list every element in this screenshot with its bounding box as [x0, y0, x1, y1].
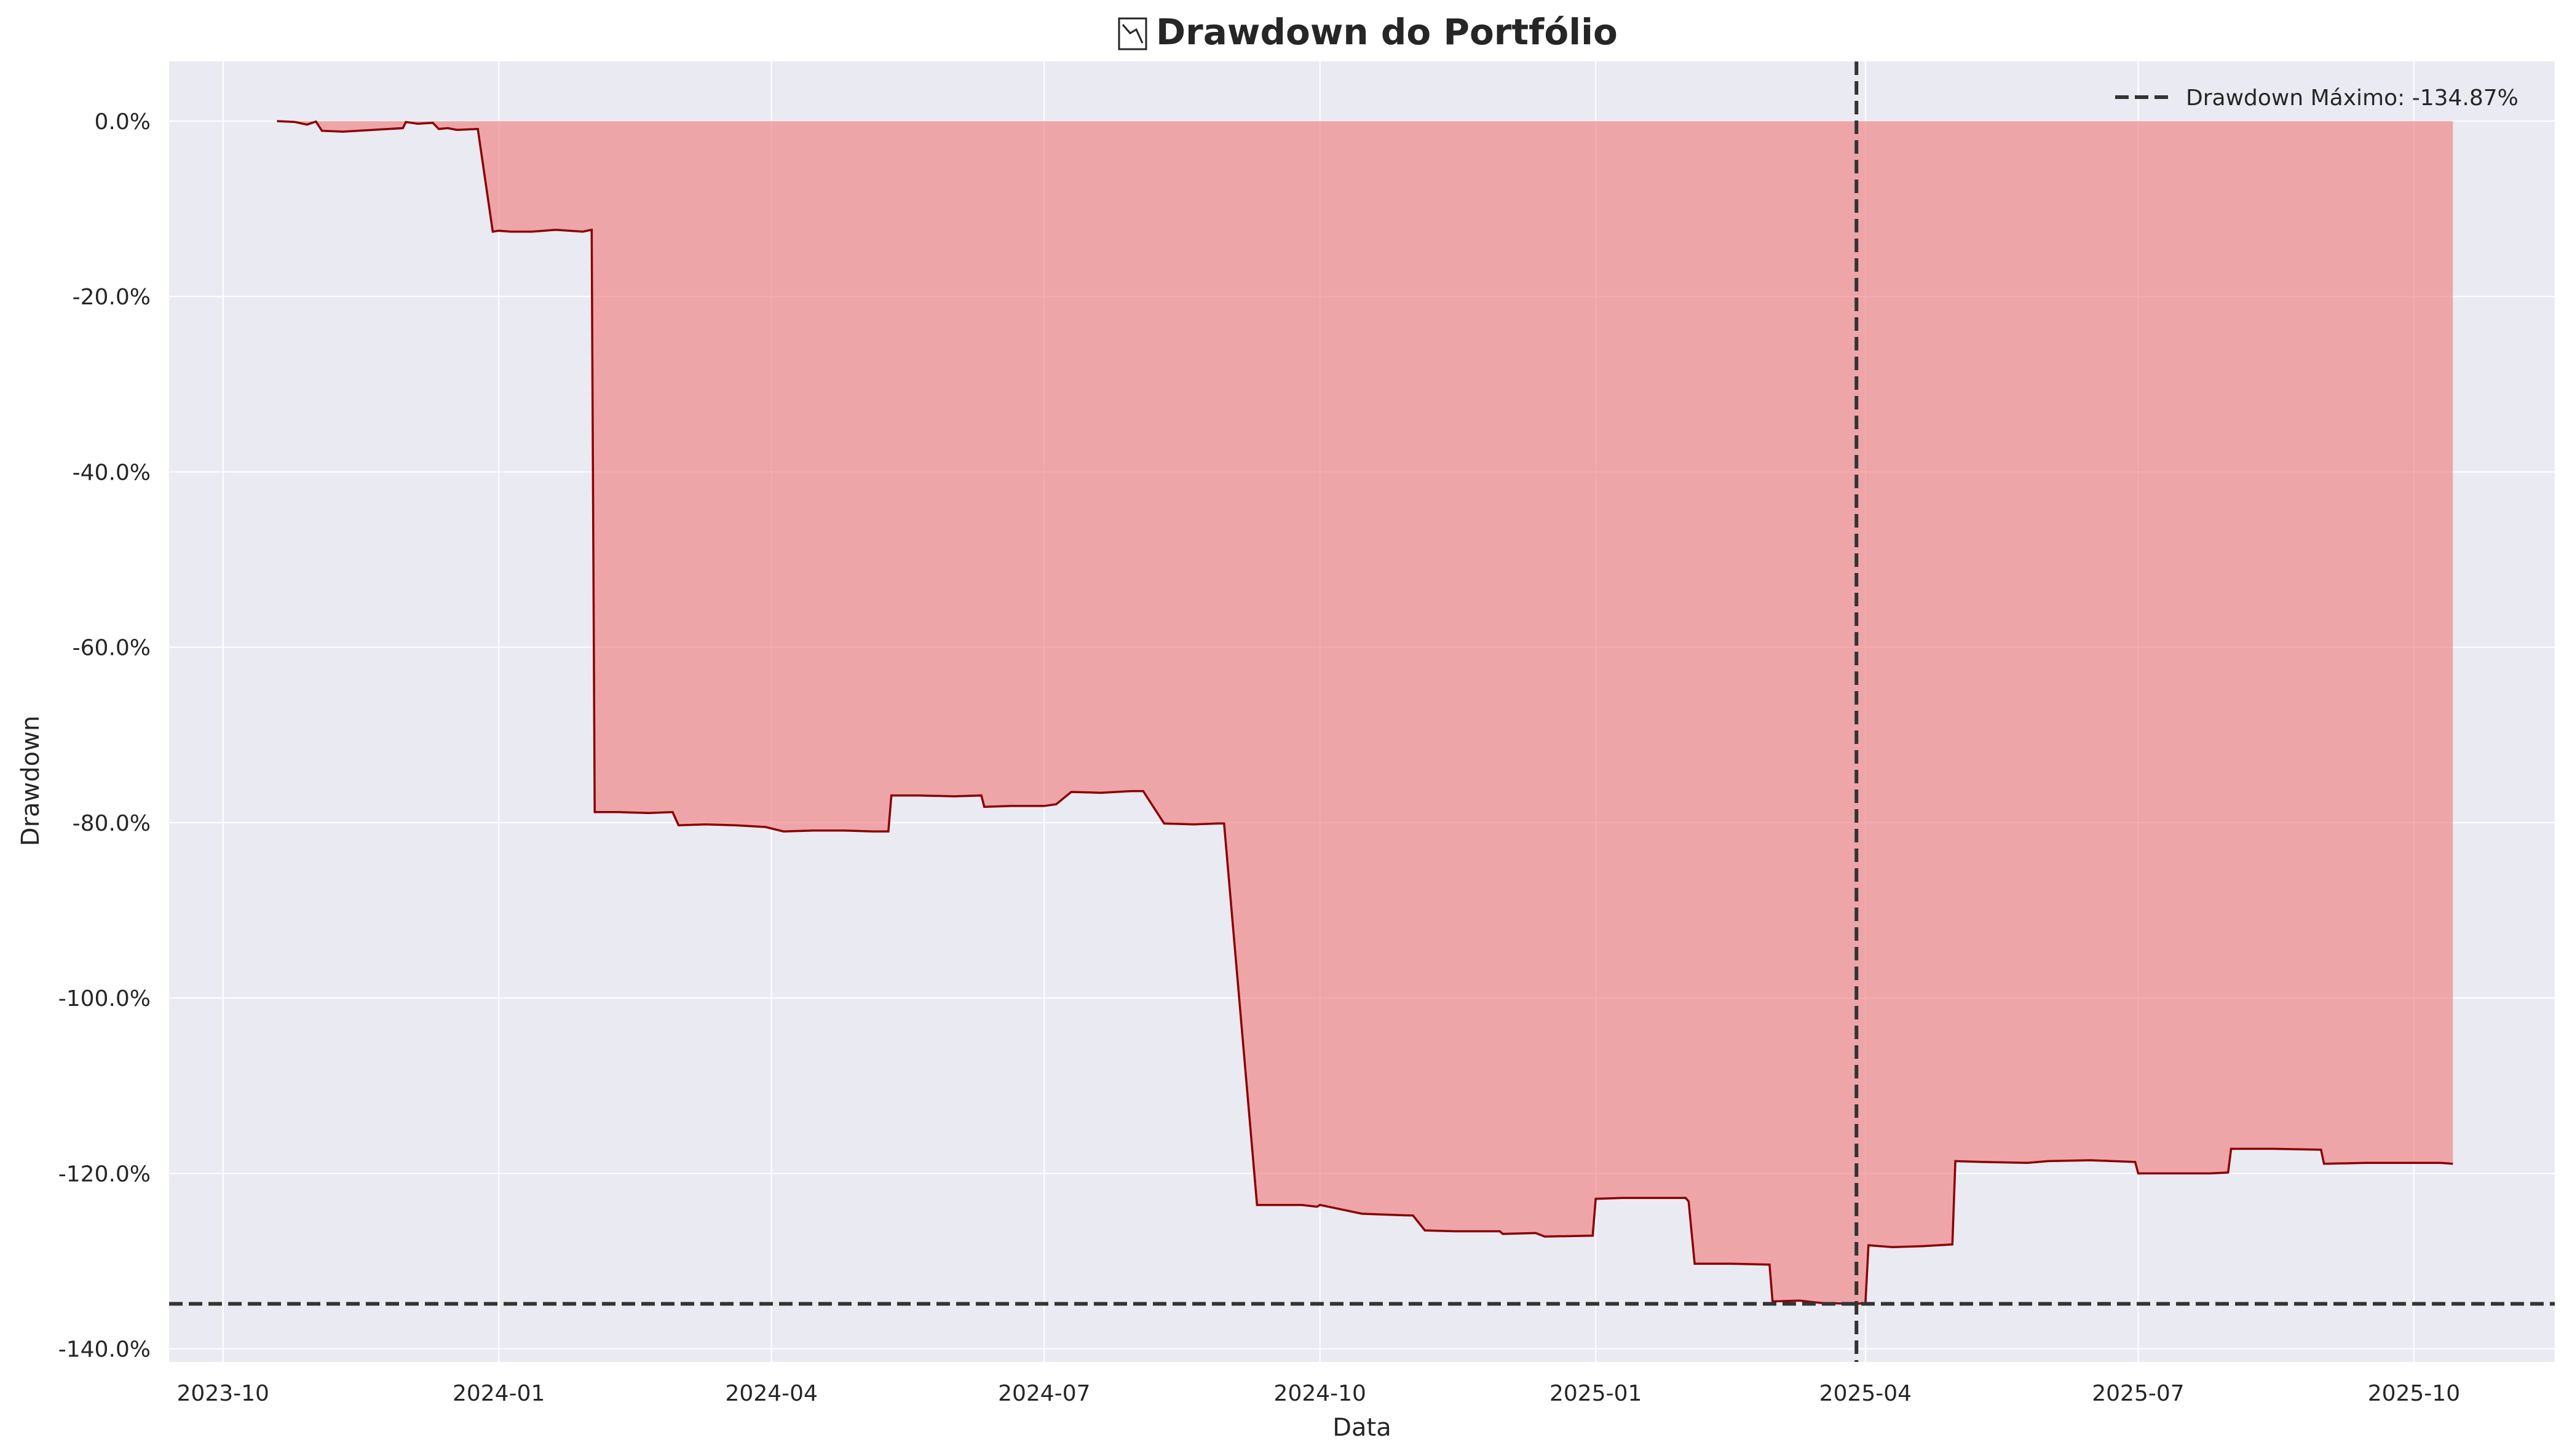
y-tick-label: -20.0% — [73, 285, 151, 310]
y-tick-label: -40.0% — [73, 460, 151, 485]
x-tick-label: 2025-01 — [1549, 1381, 1642, 1406]
drawdown-area-layer — [277, 120, 2453, 1305]
reference-lines — [169, 61, 2555, 1362]
y-tick-label: 0.0% — [95, 109, 151, 135]
legend-label: Drawdown Máximo: -134.87% — [2186, 85, 2518, 111]
x-tick-label: 2024-04 — [726, 1381, 818, 1406]
x-tick-label: 2024-07 — [998, 1381, 1090, 1406]
drawdown-line — [277, 120, 2453, 1305]
y-tick-label: -120.0% — [58, 1161, 151, 1187]
chart-down-icon — [1118, 17, 1147, 50]
y-axis-ticks: 0.0% -20.0% -40.0% -60.0% -80.0% -100.0% -120.… — [58, 109, 151, 1363]
x-tick-label: 2025-07 — [2092, 1381, 2184, 1406]
chart-title-text: Drawdown do Portfólio — [1156, 11, 1618, 53]
y-tick-label: -140.0% — [58, 1337, 151, 1363]
x-tick-label: 2025-04 — [1819, 1381, 1912, 1406]
x-axis-ticks: 2023-10 2024-01 2024-04 2024-07 2024-10 2025-… — [177, 1381, 2461, 1406]
chart-title: Drawdown do Portfólio — [1118, 11, 1618, 53]
x-tick-label: 2024-10 — [1274, 1381, 1366, 1406]
x-axis-label: Data — [1332, 1414, 1391, 1442]
drawdown-area — [277, 121, 2453, 1304]
x-tick-label: 2025-10 — [2368, 1381, 2460, 1406]
legend: Drawdown Máximo: -134.87% — [2115, 85, 2518, 111]
x-tick-label: 2023-10 — [177, 1381, 269, 1406]
y-tick-label: -100.0% — [58, 986, 151, 1011]
y-axis-label: Drawdown — [17, 716, 45, 846]
y-tick-label: -80.0% — [73, 811, 151, 836]
x-tick-label: 2024-01 — [453, 1381, 545, 1406]
y-tick-label: -60.0% — [73, 636, 151, 661]
